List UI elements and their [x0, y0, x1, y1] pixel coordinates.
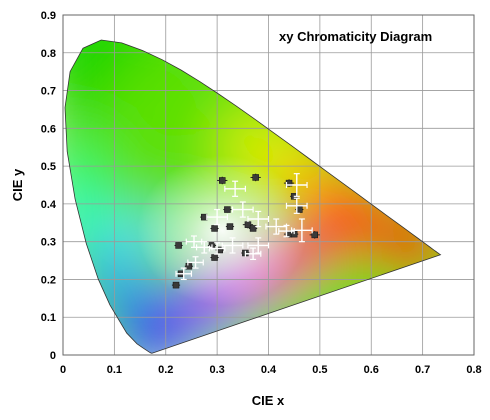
y-tick-label: 0.9 — [41, 10, 56, 22]
x-axis-label: CIE x — [252, 393, 285, 408]
data-point-crosshair — [285, 173, 308, 197]
x-tick-label: 0.8 — [466, 364, 481, 376]
data-point-crosshair — [265, 218, 288, 235]
data-point-filled — [309, 231, 320, 239]
y-tick-label: 0.3 — [41, 237, 56, 249]
data-point-crosshair — [208, 242, 226, 255]
data-point-filled — [174, 242, 183, 249]
x-tick-label: 0.3 — [209, 364, 224, 376]
chart-title: xy Chromaticity Diagram — [279, 29, 432, 44]
data-point-filled — [210, 254, 219, 261]
y-tick-label: 0.2 — [41, 274, 56, 286]
x-tick-label: 0.2 — [158, 364, 173, 376]
data-point-crosshair — [291, 218, 313, 243]
x-tick-label: 0.1 — [107, 364, 122, 376]
data-point-filled — [217, 176, 228, 185]
data-point-filled — [223, 206, 232, 213]
y-tick-label: 0.6 — [41, 123, 56, 135]
data-point-filled — [242, 220, 254, 229]
y-tick-label: 0.7 — [41, 86, 56, 98]
data-point-filled — [184, 262, 193, 270]
x-tick-label: 0.6 — [364, 364, 379, 376]
data-point-crosshair — [247, 210, 270, 228]
plot-frame — [62, 14, 475, 356]
data-point-filled — [248, 225, 258, 232]
x-tick-label: 0 — [60, 364, 66, 376]
y-tick-label: 0.1 — [41, 312, 56, 324]
data-point-crosshair — [187, 256, 204, 269]
y-tick-label: 0.5 — [41, 161, 56, 173]
data-point-crosshair — [224, 180, 246, 197]
y-tick-label: 0.8 — [41, 48, 56, 60]
data-point-crosshair — [231, 201, 254, 218]
tick-labels: 0 0.1 0.2 0.3 0.4 0.5 0.6 0.7 0.8 0 0.1 0.2 0.3 0.4 0.… — [41, 10, 482, 376]
data-point-filled — [225, 223, 235, 230]
y-tick-label: 0.4 — [41, 199, 57, 211]
x-tick-label: 0.5 — [312, 364, 327, 376]
data-point-crosshair — [285, 197, 308, 214]
x-tick-label: 0.7 — [415, 364, 430, 376]
data-points — [171, 173, 320, 289]
grid — [63, 15, 474, 355]
data-point-crosshair — [206, 208, 228, 226]
spectral-locus — [64, 39, 442, 354]
data-point-filled — [250, 173, 261, 182]
data-point-crosshair — [244, 247, 262, 261]
data-point-crosshair — [175, 267, 193, 281]
x-tick-label: 0.4 — [261, 364, 277, 376]
y-tick-label: 0 — [50, 350, 56, 362]
data-point-filled — [171, 281, 181, 289]
y-axis-label: CIE y — [10, 168, 25, 201]
data-point-crosshair — [221, 237, 244, 254]
data-point-filled — [210, 225, 219, 232]
